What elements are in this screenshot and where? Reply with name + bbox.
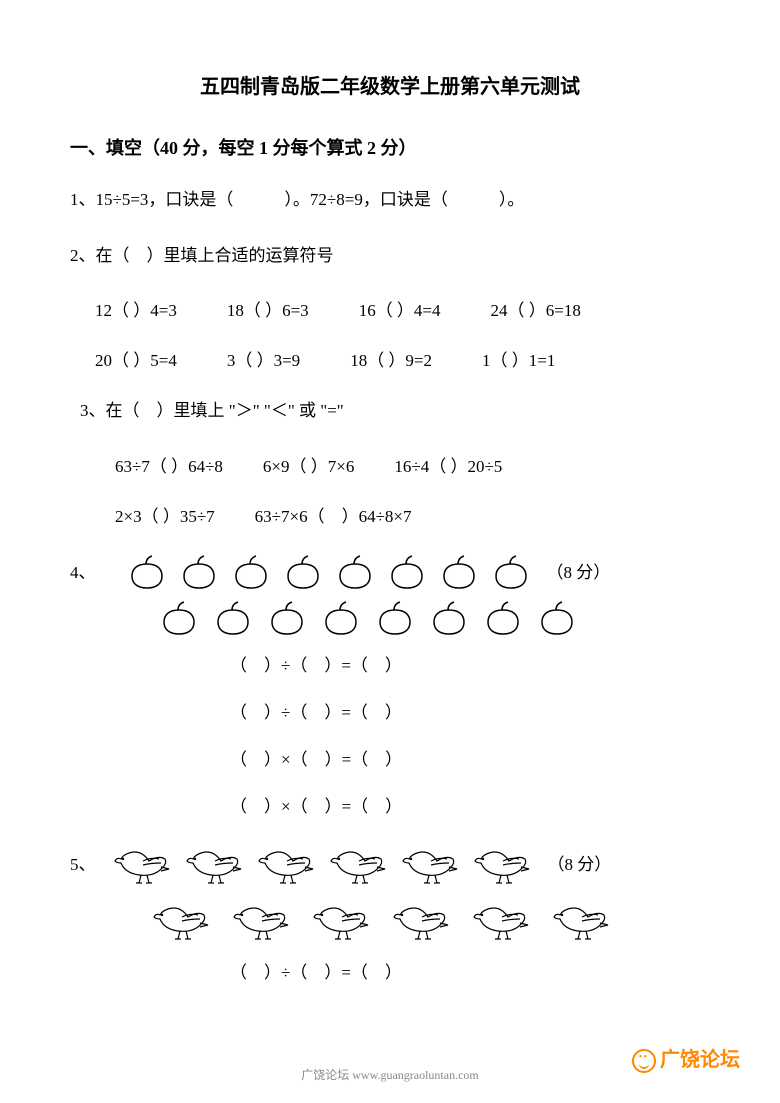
expr: 63÷7（ ）64÷8 (115, 452, 223, 477)
question-1: 1、15÷5=3，口诀是（ ）。72÷8=9，口诀是（ ）。 (70, 185, 710, 216)
q5-points: （8 分） (548, 850, 612, 875)
q3-row1: 63÷7（ ）64÷8 6×9（ ）7×6 16÷4（ ）20÷5 (115, 452, 710, 477)
logo-text: 广饶论坛 (660, 1049, 740, 1071)
eq-line: （ ）÷（ ）=（ ） (230, 698, 710, 723)
question-4: 4、 （8 分） (70, 552, 710, 590)
apple-icon (490, 552, 532, 590)
apple-icon (126, 552, 168, 590)
expr: 2×3（ ）35÷7 (115, 502, 215, 527)
eq-line: （ ）×（ ）=（ ） (230, 792, 710, 817)
expr: 6×9（ ）7×6 (263, 452, 354, 477)
apple-icon (482, 598, 524, 636)
q3-row2: 2×3（ ）35÷7 63÷7×6（ ）64÷8×7 (115, 502, 710, 527)
apple-row-2 (158, 598, 710, 636)
apple-row-1 (126, 552, 532, 590)
question-5: 5、 （8 分） (70, 839, 710, 887)
apple-icon (158, 598, 200, 636)
apple-icon (334, 552, 376, 590)
question-3: 3、在（ ）里填上 "＞" "＜" 或 "=" (80, 396, 710, 427)
eq-line: （ ）÷（ ）=（ ） (230, 651, 710, 676)
logo: 广饶论坛 (632, 1043, 740, 1073)
question-2: 2、在（ ）里填上合适的运算符号 (70, 241, 710, 272)
apple-icon (438, 552, 480, 590)
expr: 20（ ）5=4 (95, 346, 177, 371)
q5-label: 5、 (70, 850, 96, 875)
q4-equations: （ ）÷（ ）=（ ） （ ）÷（ ）=（ ） （ ）×（ ）=（ ） （ ）×… (230, 651, 710, 817)
expr: 12（ ）4=3 (95, 296, 177, 321)
expr: 16÷4（ ）20÷5 (394, 452, 502, 477)
bird-icon (550, 895, 612, 943)
apple-icon (386, 552, 428, 590)
bird-icon (150, 895, 212, 943)
apple-icon (282, 552, 324, 590)
bird-icon (230, 895, 292, 943)
expr: 18（ ）6=3 (227, 296, 309, 321)
bird-row-1 (111, 839, 533, 887)
page-title: 五四制青岛版二年级数学上册第六单元测试 (70, 70, 710, 99)
q4-points: （8 分） (547, 558, 611, 583)
bird-icon (255, 839, 317, 887)
bird-icon (183, 839, 245, 887)
bird-icon (327, 839, 389, 887)
apple-icon (230, 552, 272, 590)
expr: 24（ ）6=18 (491, 296, 581, 321)
q2-row2: 20（ ）5=4 3（ ）3=9 18（ ）9=2 1（ ）1=1 (95, 346, 710, 371)
bird-icon (470, 895, 532, 943)
bird-icon (471, 839, 533, 887)
bird-icon (111, 839, 173, 887)
apple-icon (374, 598, 416, 636)
apple-icon (320, 598, 362, 636)
logo-icon (632, 1049, 656, 1073)
q4-label: 4、 (70, 558, 96, 583)
apple-icon (536, 598, 578, 636)
apple-icon (428, 598, 470, 636)
expr: 1（ ）1=1 (482, 346, 555, 371)
expr: 63÷7×6（ ）64÷8×7 (255, 502, 412, 527)
q5-equations: （ ）÷（ ）=（ ） (230, 958, 710, 983)
eq-line: （ ）÷（ ）=（ ） (230, 958, 710, 983)
apple-icon (266, 598, 308, 636)
bird-icon (399, 839, 461, 887)
bird-icon (390, 895, 452, 943)
expr: 16（ ）4=4 (359, 296, 441, 321)
q2-row1: 12（ ）4=3 18（ ）6=3 16（ ）4=4 24（ ）6=18 (95, 296, 710, 321)
bird-row-2 (150, 895, 710, 943)
eq-line: （ ）×（ ）=（ ） (230, 745, 710, 770)
expr: 3（ ）3=9 (227, 346, 300, 371)
bird-icon (310, 895, 372, 943)
section-header: 一、填空（40 分，每空 1 分每个算式 2 分） (70, 134, 710, 160)
expr: 18（ ）9=2 (350, 346, 432, 371)
apple-icon (178, 552, 220, 590)
apple-icon (212, 598, 254, 636)
